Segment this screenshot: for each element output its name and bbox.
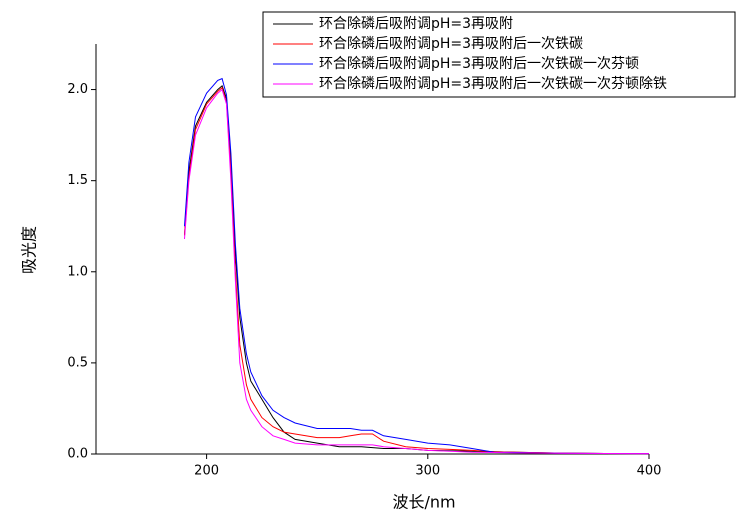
y-tick-label: 0.0 bbox=[67, 447, 88, 462]
legend-label: 环合除磷后吸附调pH=3再吸附后一次铁碳 bbox=[319, 36, 583, 52]
x-tick-label: 200 bbox=[194, 464, 219, 479]
legend-label: 环合除磷后吸附调pH=3再吸附 bbox=[319, 16, 513, 32]
legend-box bbox=[262, 11, 736, 98]
y-tick-label: 2.0 bbox=[67, 82, 88, 97]
y-tick-label: 1.0 bbox=[67, 264, 88, 279]
y-tick-label: 1.5 bbox=[67, 173, 88, 188]
series-line bbox=[184, 77, 650, 455]
series-line bbox=[184, 86, 650, 455]
series-line bbox=[184, 85, 650, 455]
y-axis-label: 吸光度 bbox=[20, 226, 39, 274]
x-tick-label: 400 bbox=[637, 464, 662, 479]
y-tick-label: 0.5 bbox=[67, 355, 88, 370]
legend-label: 环合除磷后吸附调pH=3再吸附后一次铁碳一次芬顿 bbox=[319, 56, 639, 72]
series-line bbox=[184, 88, 650, 455]
x-tick-label: 300 bbox=[415, 464, 440, 479]
legend-label: 环合除磷后吸附调pH=3再吸附后一次铁碳一次芬顿除铁 bbox=[319, 76, 667, 92]
x-axis-label: 波长/nm bbox=[392, 493, 455, 512]
